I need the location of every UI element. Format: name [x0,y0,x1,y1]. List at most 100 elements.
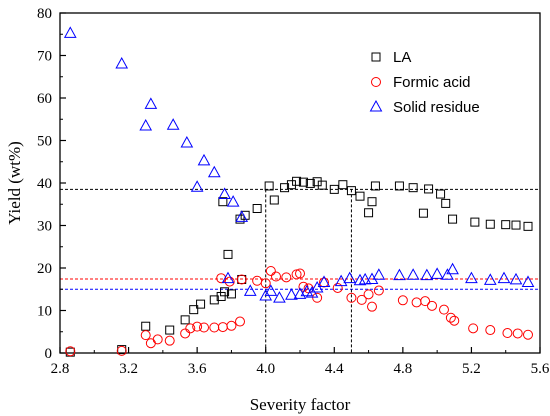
formic-acid-point [502,328,513,339]
legend-label-solid-residue: Solid residue [393,99,480,116]
formic-acid-point [65,346,76,357]
y-tick-label: 0 [45,346,53,362]
formic-acid-point [291,269,302,280]
la-point [424,184,434,194]
solid-residue-point [353,273,367,286]
la-point [523,221,533,231]
solid-residue-point [509,272,523,285]
la-point [317,180,327,190]
formic-acid-point [485,325,496,336]
la-point [223,249,233,259]
solid-residue-point [358,272,372,285]
y-tick-label: 20 [37,261,52,277]
solid-residue-point [144,97,158,109]
formic-acid-point [199,322,209,333]
la-point [329,184,339,194]
formic-acid-point [216,273,227,284]
la-point [220,287,230,297]
la-point [264,181,274,191]
solid-residue-point [420,268,434,281]
solid-residue-point [465,271,478,284]
la-point [180,315,190,325]
formic-acid-point [260,278,271,289]
la-point [286,180,296,190]
y-tick-label: 70 [37,49,52,65]
x-tick-label: 4.4 [325,361,344,377]
formic-acid-point [397,295,408,306]
formic-acid-point [512,328,523,339]
formic-acid-point [356,294,367,305]
solid-residue-point [115,56,129,69]
la-point [226,289,236,299]
y-tick-label: 10 [37,304,52,320]
formic-acid-point [192,321,203,332]
la-point [298,177,308,187]
solid-residue-point [243,284,257,296]
solid-residue-point [218,187,231,199]
la-point [485,219,495,229]
plot-frame [59,12,541,354]
formic-acid-point [295,268,305,279]
formic-acid-point [281,272,292,283]
y-tick-label: 50 [37,134,52,150]
solid-residue-point [273,291,286,303]
la-point [436,189,446,199]
formic-acid-point [209,322,220,333]
solid-residue-point [197,153,211,166]
solid-residue-point [483,273,497,285]
formic-acid-point [445,312,456,323]
formic-acid-point [468,323,479,334]
solid-residue-point [372,268,386,280]
la-point [470,217,480,227]
solid-residue-point [190,180,204,192]
formic-acid-point [140,330,151,341]
solid-residue-point [285,288,298,300]
x-axis-title: Severity factor [250,395,351,414]
formic-acid-point [523,329,533,340]
la-point [364,208,374,218]
la-point [370,181,380,191]
la-point [218,197,228,207]
la-point [394,181,404,191]
x-tick-label: 3.6 [188,361,207,377]
formic-acid-point [217,322,228,333]
legend-marker-la [371,52,381,62]
solid-residue-point [221,271,235,284]
formic-acid-point [271,271,281,282]
formic-acid-point [312,292,323,303]
x-tick-label: 4.8 [393,361,412,377]
solid-residue-point [226,195,240,207]
x-tick-label: 2.8 [51,361,70,377]
formic-acid-point [346,292,357,303]
formic-acid-point [145,338,156,349]
la-point [240,210,250,220]
solid-residue-point [264,284,278,296]
legend-marker-formic-acid [371,77,381,87]
formic-acid-point [373,285,384,296]
formic-acid-point [332,282,343,293]
solid-residue-point [393,268,406,281]
formic-acid-point [363,289,374,300]
formic-acid-point [164,335,175,346]
x-tick-label: 5.2 [462,361,481,377]
y-tick-label: 30 [37,219,52,235]
la-point [252,204,262,213]
la-point [501,220,511,230]
formic-acid-point [152,334,163,345]
solid-residue-point [310,280,324,293]
solid-residue-point [180,136,194,148]
y-tick-label: 80 [37,6,52,22]
solid-residue-point [406,268,420,280]
formic-acid-point [236,274,247,285]
x-tick-label: 4.0 [256,361,275,377]
formic-acid-point [180,328,191,339]
solid-residue-point [317,275,331,287]
formic-acid-point [367,301,377,312]
legend-label-la: LA [393,49,411,66]
la-point [338,180,348,190]
la-point [209,295,219,305]
y-tick-label: 40 [37,176,52,192]
la-point [355,191,365,201]
la-point [305,178,315,188]
